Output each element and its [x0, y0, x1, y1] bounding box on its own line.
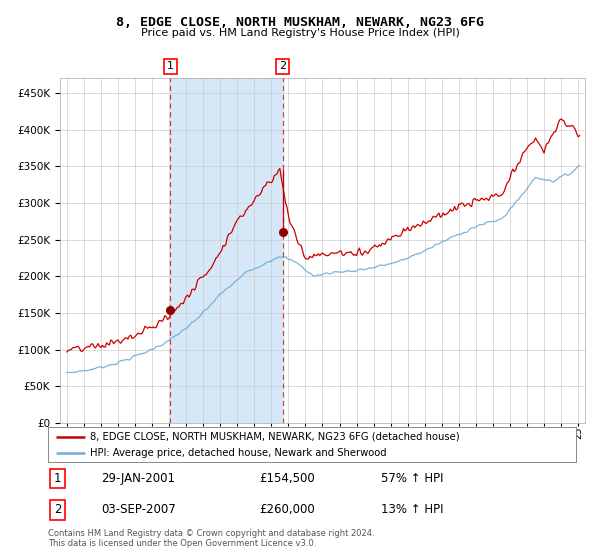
Text: 13% ↑ HPI: 13% ↑ HPI: [380, 503, 443, 516]
Text: 2: 2: [279, 62, 286, 71]
Text: 8, EDGE CLOSE, NORTH MUSKHAM, NEWARK, NG23 6FG (detached house): 8, EDGE CLOSE, NORTH MUSKHAM, NEWARK, NG…: [90, 432, 460, 442]
Text: £260,000: £260,000: [259, 503, 315, 516]
Text: 1: 1: [167, 62, 174, 71]
Text: 29-JAN-2001: 29-JAN-2001: [101, 472, 175, 485]
Text: Contains HM Land Registry data © Crown copyright and database right 2024.
This d: Contains HM Land Registry data © Crown c…: [48, 529, 374, 548]
Text: £154,500: £154,500: [259, 472, 315, 485]
Text: Price paid vs. HM Land Registry's House Price Index (HPI): Price paid vs. HM Land Registry's House …: [140, 28, 460, 38]
Text: 2: 2: [54, 503, 61, 516]
Text: HPI: Average price, detached house, Newark and Sherwood: HPI: Average price, detached house, Newa…: [90, 447, 387, 458]
Text: 1: 1: [54, 472, 61, 485]
Text: 57% ↑ HPI: 57% ↑ HPI: [380, 472, 443, 485]
Text: 03-SEP-2007: 03-SEP-2007: [101, 503, 176, 516]
Text: 8, EDGE CLOSE, NORTH MUSKHAM, NEWARK, NG23 6FG: 8, EDGE CLOSE, NORTH MUSKHAM, NEWARK, NG…: [116, 16, 484, 29]
Bar: [170, 78, 283, 423]
